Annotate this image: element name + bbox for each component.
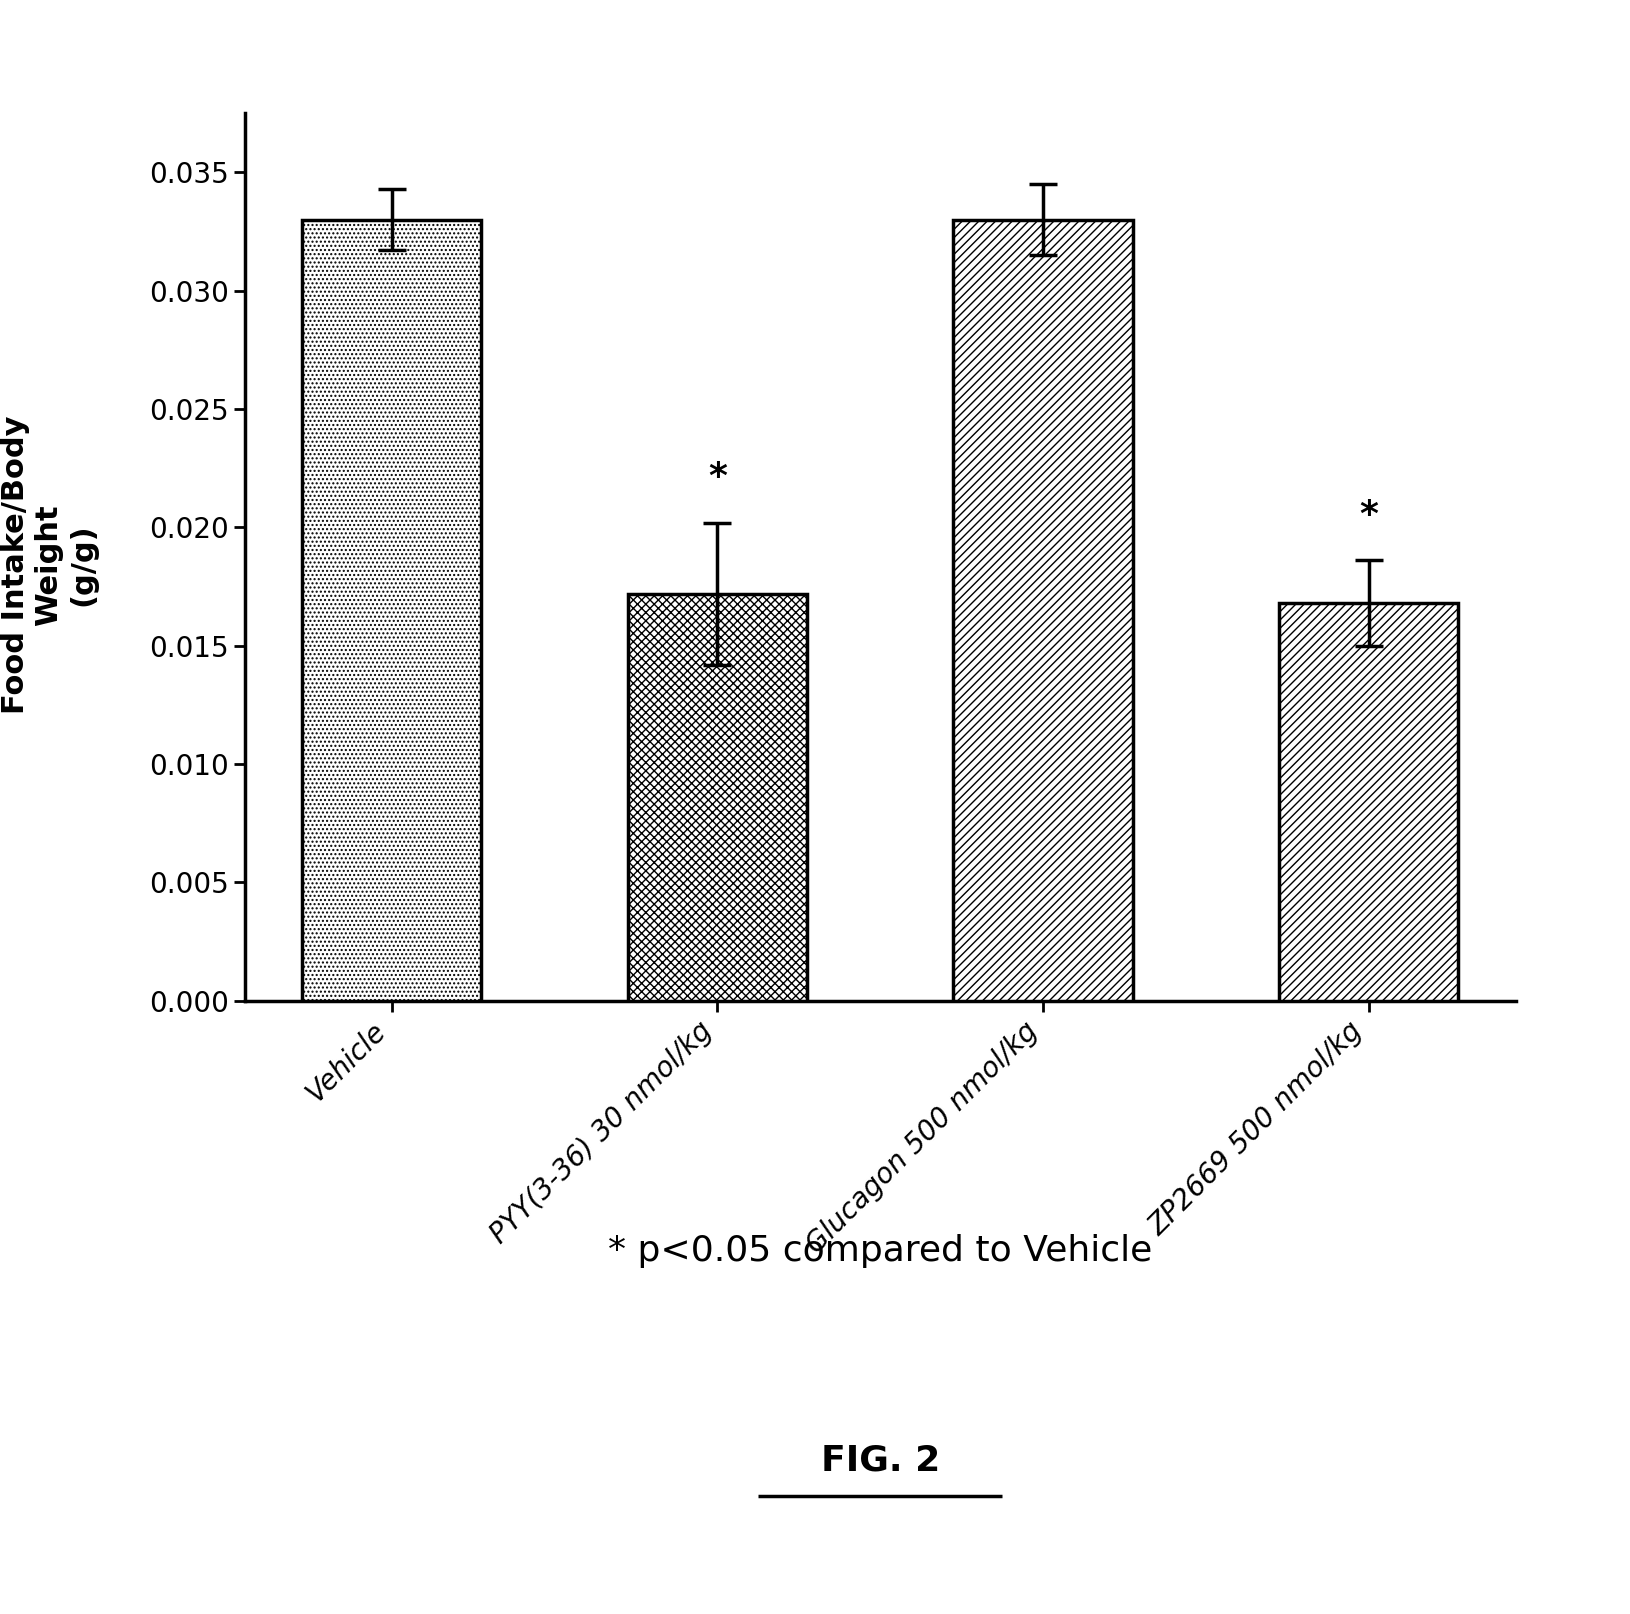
- Bar: [954, 220, 1133, 1001]
- Text: FIG. 2: FIG. 2: [820, 1443, 941, 1478]
- Bar: [628, 594, 807, 1001]
- Bar: [302, 220, 481, 1001]
- Text: *: *: [707, 460, 727, 494]
- Bar: [1280, 604, 1459, 1001]
- Text: *: *: [1359, 499, 1377, 533]
- Text: Food Intake/Body
Weight
(g/g): Food Intake/Body Weight (g/g): [0, 416, 98, 713]
- Text: * p<0.05 compared to Vehicle: * p<0.05 compared to Vehicle: [608, 1233, 1152, 1269]
